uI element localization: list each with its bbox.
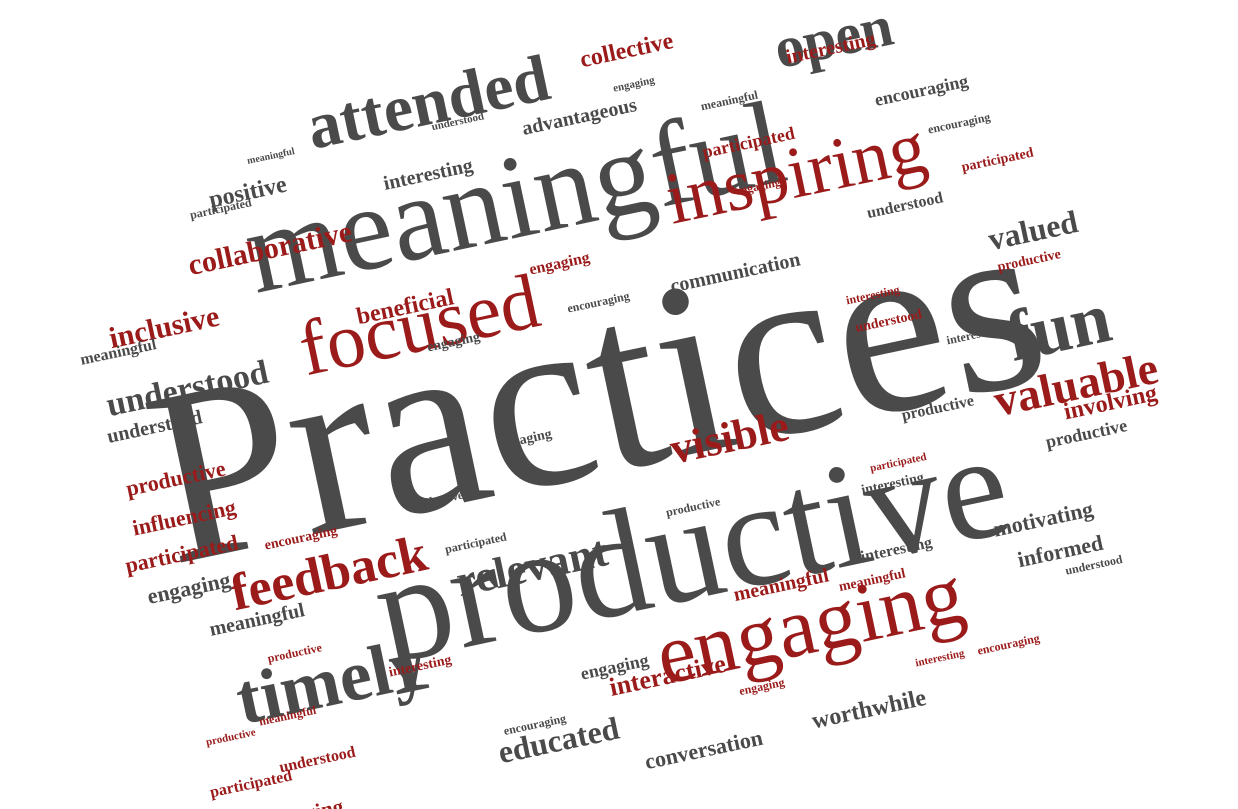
cloud-word: meaningful — [246, 146, 296, 167]
cloud-word: worthwhile — [809, 684, 929, 735]
cloud-word: encouraging — [976, 630, 1041, 658]
cloud-word: encouraging — [872, 70, 970, 110]
cloud-word: interesting — [914, 647, 966, 670]
cloud-word: conversation — [642, 724, 765, 775]
cloud-word: collective — [577, 28, 676, 74]
cloud-word: understood — [277, 743, 358, 777]
cloud-word: productive — [204, 726, 257, 749]
cloud-word: encouraging — [232, 794, 345, 809]
cloud-word: encouraging — [926, 109, 992, 137]
cloud-word: engaging — [612, 74, 656, 95]
